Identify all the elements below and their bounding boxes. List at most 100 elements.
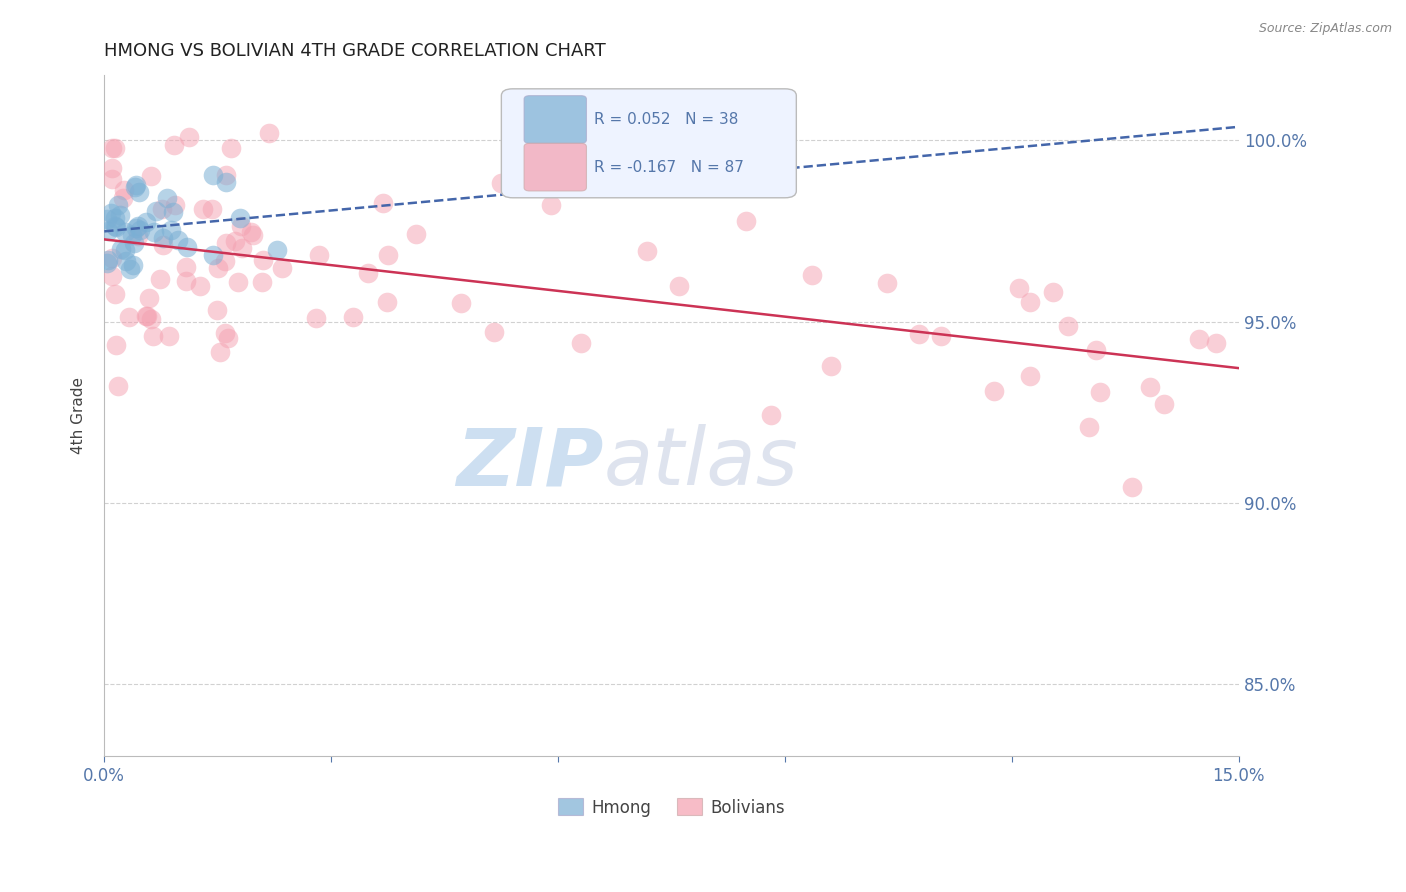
Point — [143, 225, 166, 239]
Point — [122, 235, 145, 250]
Point — [1088, 385, 1111, 400]
Point — [214, 254, 236, 268]
Point — [1078, 419, 1101, 434]
Point — [97, 252, 120, 267]
Point — [128, 185, 150, 199]
Point — [96, 256, 118, 270]
Point — [101, 268, 124, 283]
Point — [174, 274, 197, 288]
Point — [214, 326, 236, 340]
Point — [240, 225, 263, 239]
Legend: Hmong, Bolivians: Hmong, Bolivians — [551, 792, 792, 823]
Point — [122, 258, 145, 272]
Point — [135, 309, 157, 323]
Point — [104, 287, 127, 301]
Point — [104, 219, 127, 233]
Point — [876, 276, 898, 290]
Point — [165, 198, 187, 212]
Point — [205, 302, 228, 317]
Point — [135, 309, 157, 323]
Point — [112, 183, 135, 197]
Point — [571, 336, 593, 351]
Point — [1205, 335, 1227, 350]
Point — [1057, 318, 1080, 333]
Point — [405, 227, 427, 242]
Point — [105, 338, 128, 352]
Point — [191, 202, 214, 216]
Point — [100, 206, 122, 220]
Point — [108, 208, 131, 222]
Point — [159, 223, 181, 237]
FancyBboxPatch shape — [524, 95, 586, 144]
Point — [1121, 480, 1143, 494]
Point — [167, 233, 190, 247]
Point — [375, 295, 398, 310]
FancyBboxPatch shape — [502, 89, 796, 198]
Point — [201, 202, 224, 216]
Point — [112, 191, 135, 205]
Text: atlas: atlas — [603, 425, 799, 502]
Point — [217, 331, 239, 345]
Point — [983, 384, 1005, 398]
Text: HMONG VS BOLIVIAN 4TH GRADE CORRELATION CHART: HMONG VS BOLIVIAN 4TH GRADE CORRELATION … — [104, 42, 606, 60]
Point — [207, 261, 229, 276]
Point — [1042, 285, 1064, 299]
Point — [96, 211, 118, 226]
Point — [107, 378, 129, 392]
Point — [1153, 397, 1175, 411]
Point — [482, 325, 505, 339]
Point — [152, 238, 174, 252]
Point — [929, 328, 952, 343]
Point — [142, 329, 165, 343]
Point — [176, 239, 198, 253]
Point — [114, 225, 136, 239]
Point — [1019, 369, 1042, 384]
Point — [1008, 281, 1031, 295]
Point — [820, 359, 842, 373]
Point — [127, 219, 149, 233]
Point — [124, 179, 146, 194]
Point — [229, 219, 252, 233]
Point — [668, 279, 690, 293]
Point — [101, 141, 124, 155]
Point — [219, 141, 242, 155]
Text: Source: ZipAtlas.com: Source: ZipAtlas.com — [1258, 22, 1392, 36]
Point — [342, 310, 364, 324]
Point — [202, 248, 225, 262]
Point — [156, 191, 179, 205]
Point — [138, 292, 160, 306]
Point — [373, 195, 395, 210]
Point — [250, 275, 273, 289]
Point — [907, 326, 929, 341]
Point — [174, 260, 197, 275]
Point — [357, 266, 380, 280]
Point — [118, 310, 141, 324]
Point — [179, 129, 201, 144]
Point — [150, 202, 173, 216]
Text: R = -0.167   N = 87: R = -0.167 N = 87 — [595, 160, 744, 175]
Point — [145, 204, 167, 219]
Point — [229, 211, 252, 226]
Point — [226, 275, 249, 289]
Point — [152, 231, 174, 245]
Point — [252, 253, 274, 268]
Point — [120, 261, 142, 276]
Point — [115, 253, 138, 268]
Point — [101, 251, 124, 265]
Point — [127, 228, 149, 243]
Point — [1188, 332, 1211, 346]
Y-axis label: 4th Grade: 4th Grade — [72, 377, 86, 454]
Point — [149, 272, 172, 286]
Point — [129, 223, 152, 237]
Point — [224, 234, 246, 248]
Text: ZIP: ZIP — [456, 425, 603, 502]
Point — [734, 214, 756, 228]
Point — [1139, 379, 1161, 393]
Point — [800, 268, 823, 282]
Point — [377, 248, 399, 262]
Point — [114, 243, 136, 257]
Point — [1019, 295, 1042, 310]
Point — [636, 244, 658, 259]
Point — [1084, 343, 1107, 358]
Point — [104, 141, 127, 155]
